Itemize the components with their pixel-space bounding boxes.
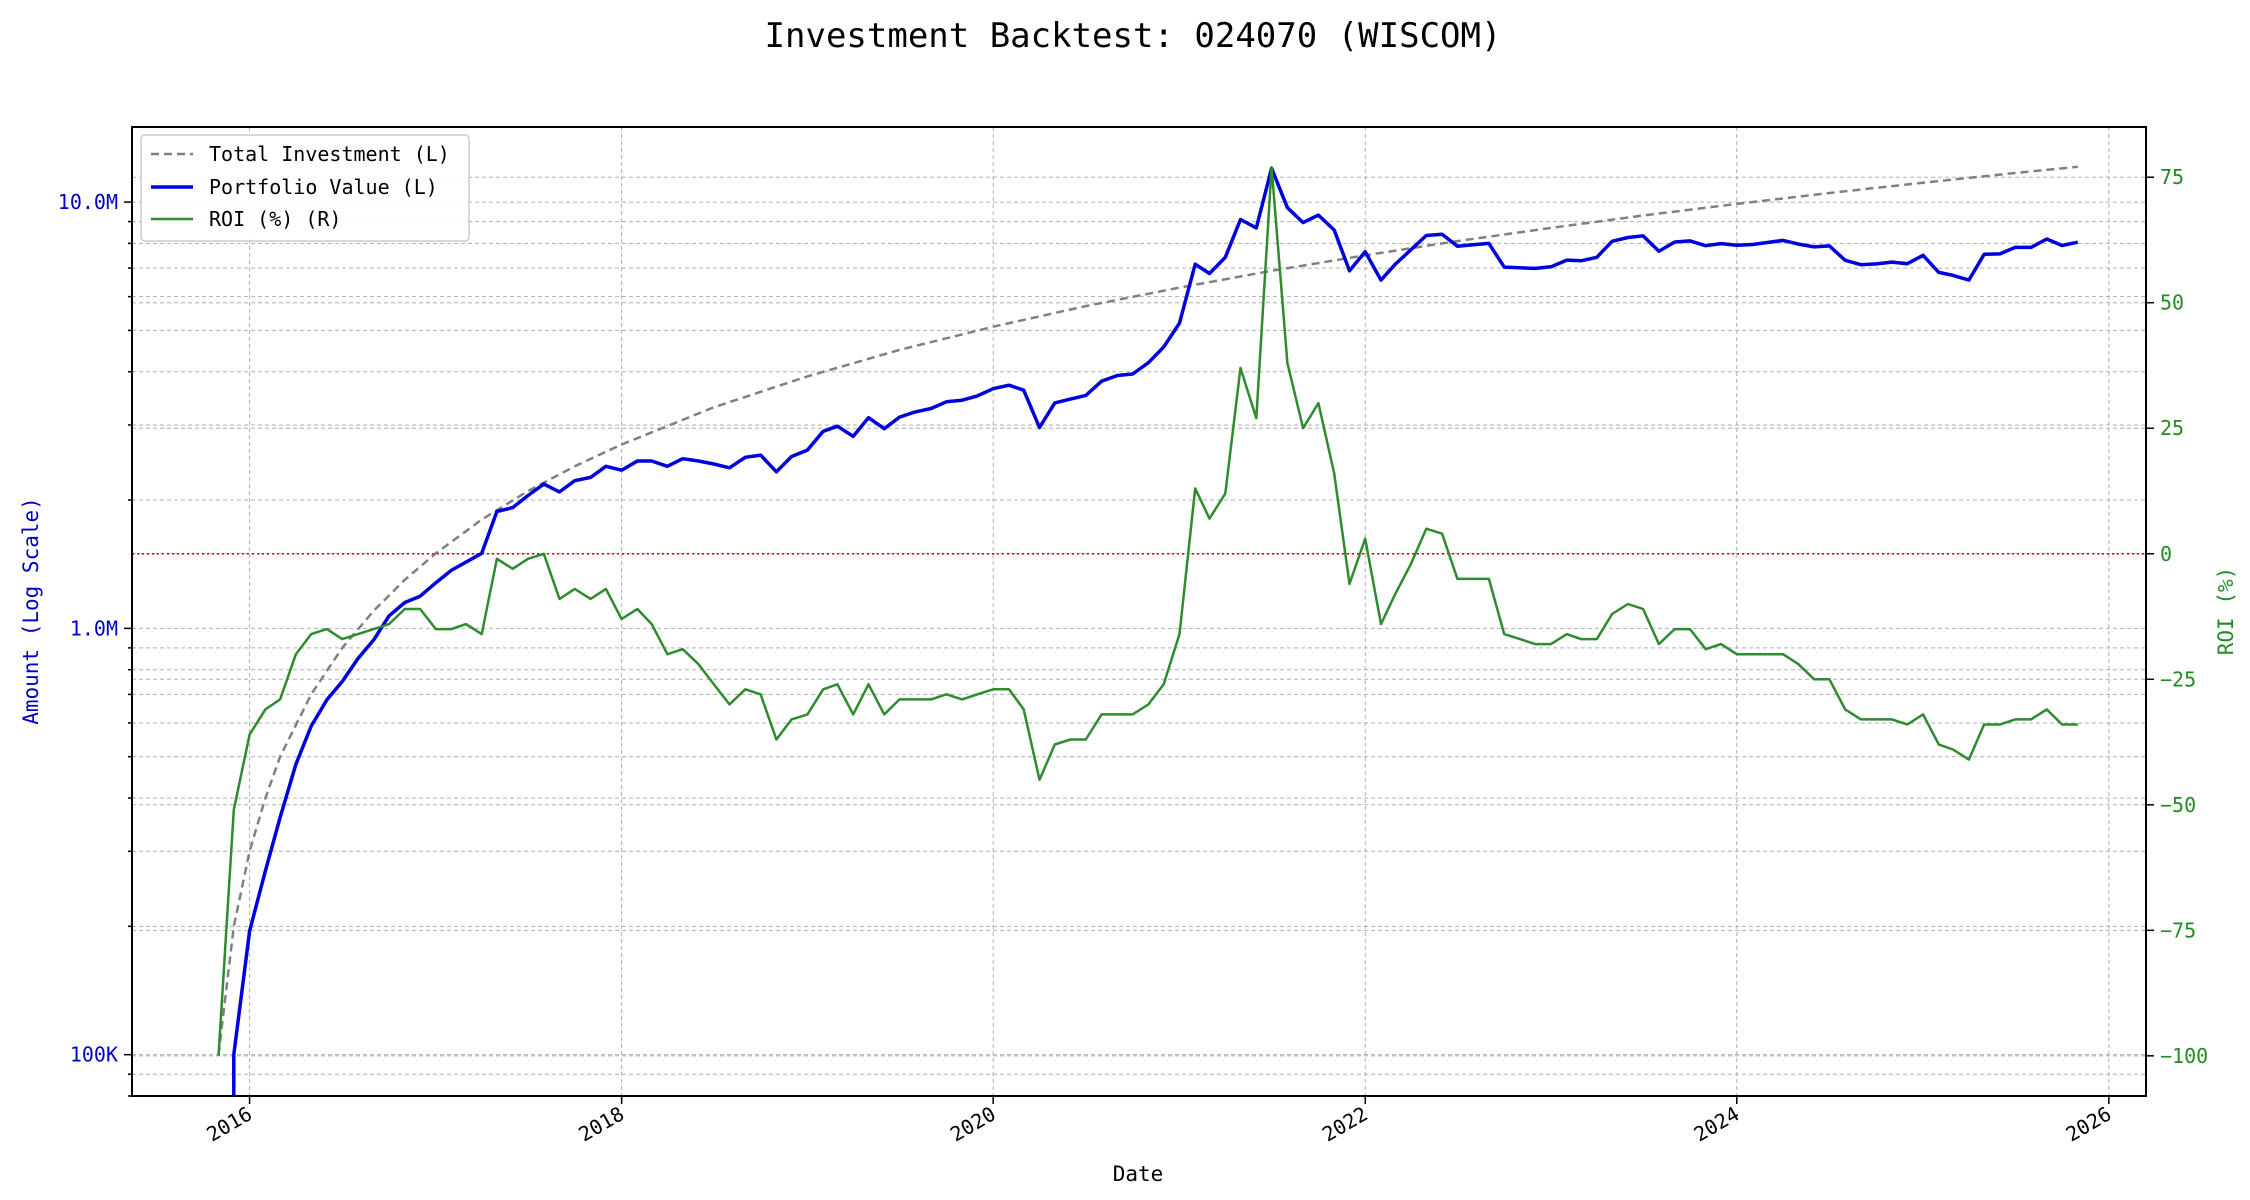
chart-title: Investment Backtest: 024070 (WISCOM) bbox=[765, 16, 1502, 56]
x-tick-label: 2022 bbox=[1318, 1102, 1372, 1147]
x-tick-label: 2018 bbox=[574, 1102, 628, 1147]
series-layer bbox=[132, 165, 2146, 1096]
x-tick-label: 2016 bbox=[202, 1102, 256, 1147]
left-tick-label: 1.0M bbox=[70, 616, 118, 640]
right-tick-label: −75 bbox=[2160, 918, 2196, 942]
right-tick-label: −100 bbox=[2160, 1044, 2208, 1068]
right-tick-label: −50 bbox=[2160, 793, 2196, 817]
x-tick-label: 2024 bbox=[1690, 1102, 1744, 1147]
ticks: 100K 1.0M 10.0M 75 50 25 0 −25 −50 −75 −100 2016 201… bbox=[58, 165, 2208, 1146]
left-tick-label: 100K bbox=[70, 1043, 118, 1067]
right-tick-label: 0 bbox=[2160, 542, 2172, 566]
legend-label-total-investment: Total Investment (L) bbox=[209, 142, 450, 166]
right-tick-label: 50 bbox=[2160, 291, 2184, 315]
total-investment-line bbox=[217, 165, 2078, 1055]
plot-frame bbox=[131, 126, 2147, 1097]
right-axis-label: ROI (%) bbox=[2214, 567, 2238, 656]
x-tick-label: 2020 bbox=[946, 1102, 1000, 1147]
legend-label-portfolio-value: Portfolio Value (L) bbox=[209, 175, 438, 199]
legend-box bbox=[140, 134, 470, 242]
x-tick-label: 2026 bbox=[2062, 1102, 2116, 1147]
left-tick-label: 10.0M bbox=[58, 190, 118, 214]
grid bbox=[132, 127, 2146, 1097]
right-tick-label: −25 bbox=[2160, 667, 2196, 691]
left-axis-label: Amount (Log Scale) bbox=[19, 497, 43, 725]
portfolio-value-line bbox=[232, 166, 2079, 1096]
x-axis-label: Date bbox=[1113, 1162, 1164, 1186]
legend-label-roi: ROI (%) (R) bbox=[209, 207, 341, 231]
right-tick-label: 75 bbox=[2160, 165, 2184, 189]
roi-line bbox=[217, 165, 2078, 1056]
right-tick-label: 25 bbox=[2160, 416, 2184, 440]
legend: Total Investment (L) Portfolio Value (L)… bbox=[140, 134, 470, 242]
